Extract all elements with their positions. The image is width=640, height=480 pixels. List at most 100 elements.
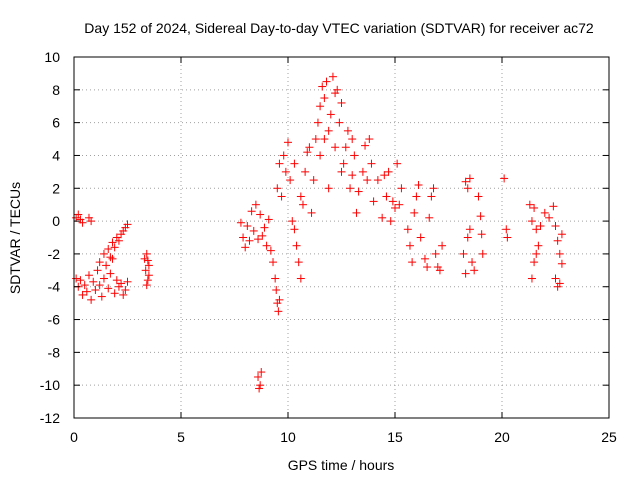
data-point <box>423 263 432 272</box>
data-point <box>84 213 93 222</box>
data-point <box>255 384 264 393</box>
data-point <box>104 244 113 253</box>
data-point <box>274 307 283 316</box>
x-tick-label: 20 <box>494 429 510 445</box>
data-point <box>72 274 81 283</box>
data-point <box>395 200 404 209</box>
data-point <box>322 77 331 86</box>
data-point <box>397 184 406 193</box>
data-point <box>333 85 342 94</box>
data-point <box>318 82 327 91</box>
data-point <box>307 208 316 217</box>
data-point <box>530 258 539 267</box>
data-point <box>348 135 357 144</box>
data-point <box>557 259 566 268</box>
data-point <box>142 249 151 258</box>
data-point <box>532 225 541 234</box>
y-axis-title: SDTVAR / TECUs <box>7 182 23 294</box>
data-point <box>93 266 102 275</box>
data-point <box>275 295 284 304</box>
data-point <box>463 233 472 242</box>
data-point <box>236 218 245 227</box>
data-point <box>141 266 150 275</box>
data-point <box>142 281 151 290</box>
data-point <box>530 203 539 212</box>
data-point <box>551 274 560 283</box>
data-point <box>260 223 269 232</box>
data-point <box>363 176 372 185</box>
data-point <box>241 243 250 252</box>
data-point <box>106 269 115 278</box>
data-point <box>339 159 348 168</box>
data-point <box>249 226 258 235</box>
data-point <box>412 192 421 201</box>
data-point <box>429 184 438 193</box>
data-point <box>313 118 322 127</box>
data-point <box>296 274 305 283</box>
data-point <box>290 159 299 168</box>
data-point <box>273 184 282 193</box>
data-point <box>286 176 295 185</box>
x-tick-label: 0 <box>70 429 78 445</box>
data-point <box>117 230 126 239</box>
data-point <box>264 215 273 224</box>
data-point <box>367 159 376 168</box>
y-tick-label: -2 <box>48 246 61 262</box>
data-point <box>420 254 429 263</box>
data-point <box>320 135 329 144</box>
data-point <box>373 176 382 185</box>
data-point <box>358 167 367 176</box>
data-point <box>305 143 314 152</box>
data-point <box>87 295 96 304</box>
data-point <box>279 151 288 160</box>
data-point <box>461 269 470 278</box>
data-point <box>465 174 474 183</box>
data-point <box>328 72 337 81</box>
data-point <box>277 192 286 201</box>
y-tick-labels: -12 -10 -8 -6 -4 -2 0 2 4 6 8 10 <box>40 49 60 426</box>
data-point <box>405 241 414 250</box>
data-point <box>527 274 536 283</box>
data-point <box>72 213 81 222</box>
data-point <box>251 200 260 209</box>
data-point <box>459 249 468 258</box>
data-point <box>532 249 541 258</box>
data-point <box>326 110 335 119</box>
data-point <box>553 282 562 291</box>
data-point <box>258 231 267 240</box>
chart-title: Day 152 of 2024, Sidereal Day-to-day VTE… <box>84 20 594 36</box>
data-marks <box>72 72 566 393</box>
data-point <box>324 184 333 193</box>
data-point <box>502 225 511 234</box>
data-point <box>243 222 252 231</box>
data-point <box>331 143 340 152</box>
data-point <box>110 243 119 252</box>
data-point <box>468 258 477 267</box>
data-point <box>143 276 152 285</box>
data-point <box>335 118 344 127</box>
data-point <box>416 233 425 242</box>
data-point <box>95 281 104 290</box>
y-tick-label: 4 <box>52 147 60 163</box>
data-point <box>393 159 402 168</box>
data-point <box>281 167 290 176</box>
data-point <box>97 292 106 301</box>
data-point <box>143 256 152 265</box>
data-point <box>337 167 346 176</box>
x-tick-label: 5 <box>177 429 185 445</box>
data-point <box>121 286 130 295</box>
data-point <box>108 254 117 263</box>
data-point <box>256 381 265 390</box>
data-point <box>144 271 153 280</box>
data-point <box>549 202 558 211</box>
x-axis-title: GPS time / hours <box>288 457 395 473</box>
ticks-layer <box>73 56 610 419</box>
data-point <box>316 102 325 111</box>
data-point <box>110 289 119 298</box>
data-point <box>386 217 395 226</box>
data-point <box>477 230 486 239</box>
data-point <box>465 225 474 234</box>
data-point <box>388 197 397 206</box>
data-point <box>247 207 256 216</box>
data-point <box>254 235 263 244</box>
